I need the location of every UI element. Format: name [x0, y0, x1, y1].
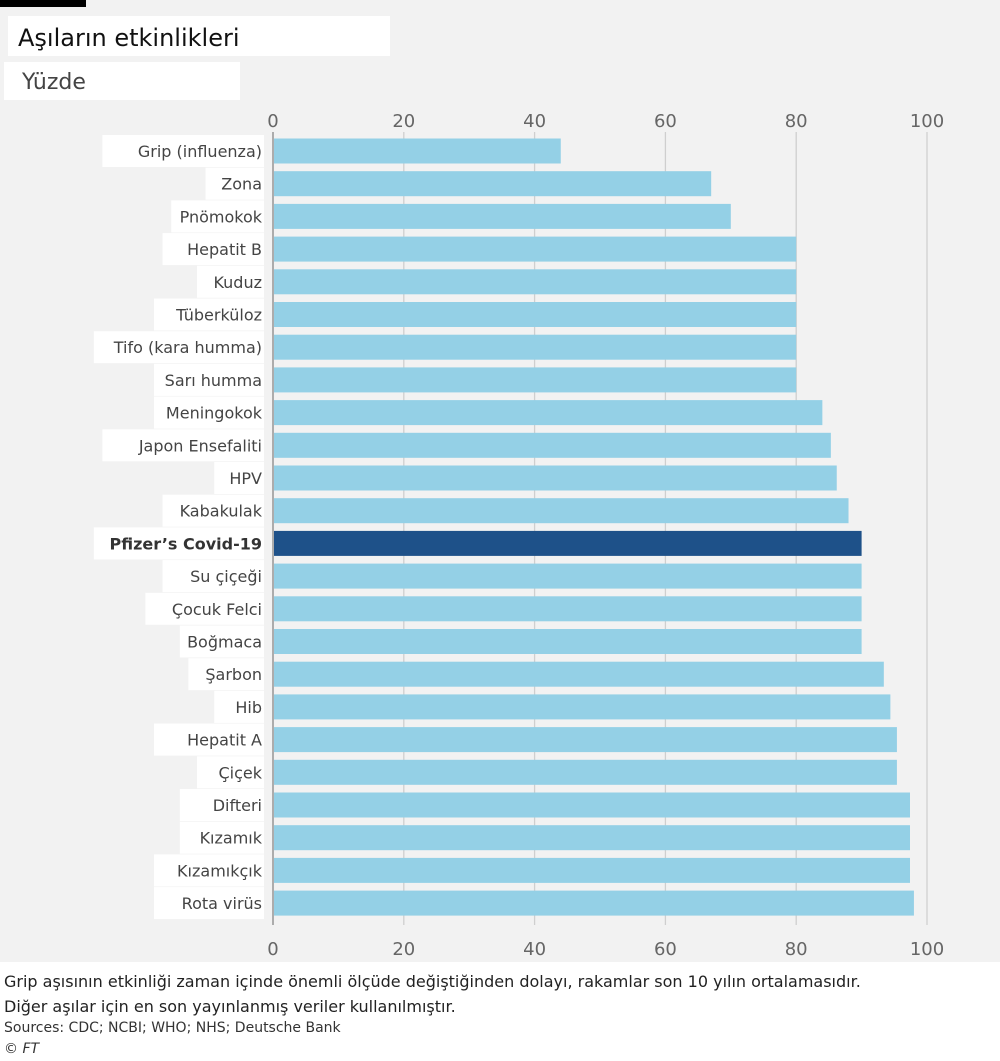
category-label: Su çiçeği: [190, 567, 262, 586]
category-label: Difteri: [213, 796, 262, 815]
sources-line: Sources: CDC; NCBI; WHO; NHS; Deutsche B…: [4, 1020, 341, 1036]
footnote-2: Diğer aşılar için en son yayınlanmış ver…: [4, 997, 456, 1016]
x-tick-label-top: 0: [267, 111, 278, 132]
category-label: Pnömokok: [180, 207, 263, 226]
category-label-background: [93, 527, 264, 560]
bar: [274, 334, 797, 360]
bar: [274, 857, 910, 883]
bar: [274, 563, 862, 589]
bar: [274, 138, 561, 164]
x-tick-label-bottom: 20: [392, 939, 415, 960]
x-tick-label-bottom: 100: [910, 939, 944, 960]
category-label-background: [197, 756, 264, 789]
bar: [274, 367, 797, 393]
category-label: Tüberküloz: [175, 306, 262, 325]
category-label-background: [162, 494, 264, 527]
bar: [274, 400, 823, 426]
x-tick-label-bottom: 60: [654, 939, 677, 960]
bar: [274, 171, 712, 197]
notes-panel: [0, 962, 1000, 1061]
title-background: [8, 16, 390, 56]
category-label-background: [179, 821, 264, 854]
bar: [274, 629, 862, 654]
bar: [274, 302, 797, 327]
bar: [274, 694, 891, 720]
category-label: Hepatit A: [187, 731, 262, 750]
x-tick-label-bottom: 0: [267, 939, 278, 960]
category-label: Çocuk Felci: [172, 600, 262, 619]
bar: [274, 825, 910, 851]
category-label-background: [154, 396, 264, 429]
category-label: Kuduz: [213, 273, 262, 292]
x-tick-label-top: 20: [392, 111, 415, 132]
bar: [274, 792, 910, 818]
category-label-background: [154, 363, 264, 396]
credit-line: © FT: [4, 1041, 40, 1057]
category-label: Boğmaca: [187, 633, 262, 652]
category-label-background: [102, 429, 265, 462]
category-label: Japon Ensefaliti: [138, 436, 262, 455]
category-label: Meningokok: [166, 404, 263, 423]
bar: [274, 465, 837, 491]
bar-chart: 0 0 20 20 40 40 60 60 80 80 100 100 Grip (influenza)…: [93, 111, 944, 960]
footnote-1: Grip aşısının etkinliği zaman içinde öne…: [4, 972, 861, 991]
x-tick-label-top: 100: [910, 111, 944, 132]
category-label: HPV: [229, 469, 262, 488]
category-label: Grip (influenza): [138, 142, 262, 161]
category-label-background: [154, 887, 264, 920]
bar: [274, 236, 797, 262]
category-label-background: [162, 233, 264, 266]
x-tick-label-top: 40: [523, 111, 546, 132]
category-label: Zona: [221, 175, 262, 194]
bar: [274, 596, 862, 622]
bar: [274, 432, 831, 458]
top-rule: [0, 0, 86, 7]
category-label-background: [197, 265, 264, 298]
category-label-background: [214, 690, 264, 723]
category-label: Hib: [235, 698, 262, 717]
category-label-background: [102, 135, 265, 167]
category-label-background: [154, 298, 264, 331]
category-label-background: [154, 854, 264, 887]
subtitle-background: [4, 62, 240, 100]
category-label-background: [188, 658, 264, 691]
x-tick-label-bottom: 40: [523, 939, 546, 960]
category-label: Pfizer’s Covid-19: [110, 534, 263, 553]
x-tick-label-top: 60: [654, 111, 677, 132]
highlight-bar: [274, 530, 862, 556]
bar: [274, 890, 914, 916]
category-label: Çiçek: [218, 763, 262, 782]
category-label-background: [162, 560, 264, 593]
category-label-background: [179, 789, 264, 821]
x-tick-label-bottom: 80: [785, 939, 808, 960]
bar: [274, 759, 897, 785]
bar: [274, 498, 849, 524]
category-label: Kızamık: [200, 829, 263, 848]
bar: [274, 203, 731, 229]
category-label: Tifo (kara humma): [113, 338, 262, 357]
category-label: Sarı humma: [165, 371, 262, 390]
category-label: Kabakulak: [180, 502, 263, 521]
category-label: Şarbon: [205, 665, 262, 684]
category-label-background: [214, 462, 264, 494]
category-label: Hepatit B: [187, 240, 262, 259]
bar: [274, 661, 884, 687]
bar: [274, 727, 897, 753]
x-tick-label-top: 80: [785, 111, 808, 132]
bar: [274, 269, 797, 295]
chart-title: Aşıların etkinlikleri: [18, 24, 240, 52]
category-label-background: [205, 167, 264, 200]
chart-subtitle: Yüzde: [22, 70, 86, 95]
category-label-background: [179, 625, 264, 658]
category-label-background: [154, 723, 264, 756]
category-label-background: [171, 200, 264, 233]
category-label-background: [145, 592, 264, 625]
category-label-background: [93, 331, 264, 364]
category-label: Rota virüs: [182, 894, 262, 913]
category-label: Kızamıkçık: [177, 861, 263, 880]
